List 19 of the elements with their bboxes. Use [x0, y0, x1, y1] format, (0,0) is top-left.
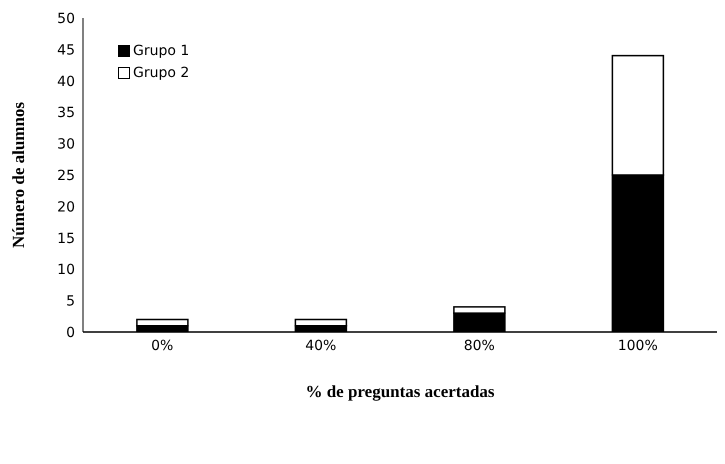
x-tick-label: 100% — [618, 338, 658, 354]
y-tick-label: 40 — [57, 74, 75, 90]
y-axis-title: Número de alumnos — [9, 102, 28, 248]
x-tick-label: 40% — [305, 338, 336, 354]
y-tick-label: 15 — [57, 230, 75, 247]
legend-label: Grupo 1 — [133, 43, 190, 59]
y-tick-label: 30 — [57, 136, 75, 153]
legend-label: Grupo 2 — [133, 65, 190, 81]
y-tick-label: 0 — [66, 324, 75, 341]
y-tick-label: 45 — [57, 42, 75, 58]
x-tick-label: 80% — [464, 338, 495, 354]
y-tick-label: 5 — [66, 294, 75, 310]
y-tick-label: 10 — [57, 262, 75, 278]
y-tick-label: 50 — [57, 10, 75, 27]
y-tick-label: 35 — [57, 105, 75, 122]
x-tick-label: 0% — [151, 338, 174, 354]
y-tick-label: 25 — [57, 168, 75, 184]
x-axis-title: % de preguntas acertadas — [305, 382, 495, 401]
y-tick-label: 20 — [57, 199, 75, 216]
